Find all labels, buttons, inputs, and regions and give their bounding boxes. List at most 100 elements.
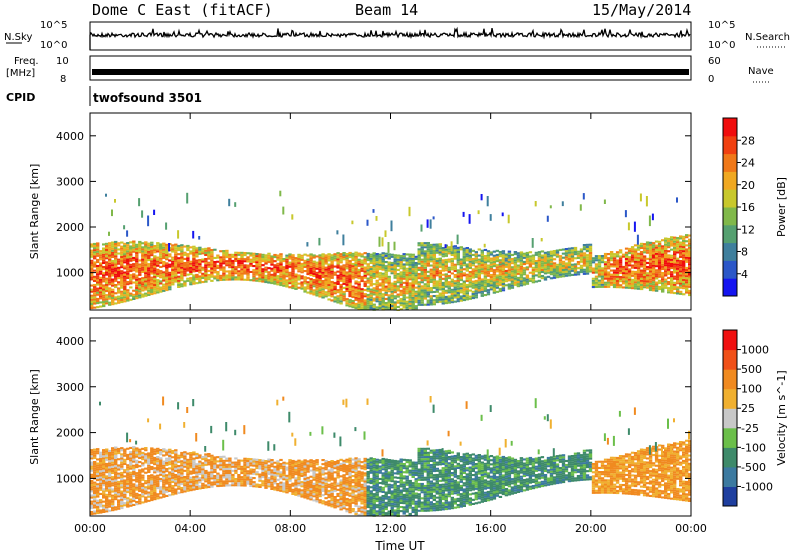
echo-cell (138, 286, 142, 289)
echo-cell (144, 455, 148, 458)
echo-cell (336, 274, 340, 277)
echo-cell (408, 255, 412, 258)
echo-cell (324, 293, 328, 296)
echo-cell (156, 470, 160, 473)
echo-cell (210, 257, 214, 260)
echo-cell (459, 266, 463, 269)
echo-cell (420, 270, 424, 273)
echo-cell (402, 265, 406, 268)
echo-cell (474, 261, 478, 264)
echo-cell (147, 242, 151, 245)
echo-cell (504, 278, 509, 281)
echo-cell (549, 256, 554, 259)
echo-cell (579, 256, 584, 259)
echo-cell (111, 278, 115, 281)
echo-cell (468, 289, 472, 292)
echo-cell (438, 274, 442, 277)
echo-cell (375, 281, 379, 284)
echo-cell (99, 482, 103, 485)
echo-cell (216, 482, 220, 485)
echo-cell (177, 465, 181, 468)
echo-cell (414, 286, 418, 289)
echo-cell (144, 243, 148, 246)
echo-cell (537, 275, 542, 278)
echo-cell (201, 281, 205, 284)
echo-cell (387, 300, 391, 303)
echo-cell (399, 275, 403, 278)
echo-cell (633, 270, 638, 273)
echo-cell (177, 491, 181, 494)
echo-cell (264, 466, 268, 469)
echo-cell (447, 274, 451, 277)
echo-cell (138, 273, 142, 276)
echo-cell (318, 283, 322, 286)
echo-cell (192, 276, 196, 279)
echo-cell (603, 273, 608, 276)
echo-cell (426, 244, 430, 247)
echo-cell (468, 262, 472, 265)
echo-cell (129, 490, 133, 493)
echo-cell (216, 478, 220, 481)
echo-cell (673, 236, 677, 239)
freq-strip-frame (89, 55, 692, 81)
echo-cell (174, 249, 178, 252)
echo-cell (270, 267, 274, 270)
echo-cell (255, 473, 259, 476)
echo-cell (438, 286, 442, 289)
echo-cell (264, 256, 268, 259)
echo-cell (645, 280, 650, 283)
echo-cell (661, 239, 665, 242)
echo-cell (420, 297, 424, 300)
echo-cell (456, 275, 460, 278)
echo-cell (456, 259, 460, 262)
echo-cell (588, 247, 593, 250)
echo-cell (600, 259, 605, 262)
echo-cell (429, 295, 433, 298)
echo-cell (258, 255, 262, 258)
echo-cell (132, 297, 136, 300)
echo-cell (648, 268, 653, 271)
echo-cell (144, 274, 148, 277)
echo-cell (117, 480, 121, 483)
echo-cell (498, 283, 503, 286)
echo-cell (393, 254, 397, 257)
echo-cell (468, 279, 472, 282)
echo-cell (168, 459, 172, 462)
echo-cell (111, 451, 115, 454)
echo-cell (135, 474, 139, 477)
echo-cell (105, 454, 109, 457)
echo-cell (123, 481, 127, 484)
echo-cell (582, 272, 587, 275)
echo-cell (108, 462, 112, 465)
echo-cell (135, 262, 139, 265)
echo-cell (111, 272, 115, 275)
echo-cell (351, 256, 355, 259)
echo-cell (342, 297, 346, 300)
echo-cell (93, 504, 97, 507)
echo-cell (609, 251, 614, 254)
echo-cell (159, 465, 163, 468)
echo-cell (327, 263, 331, 266)
echo-cell (210, 425, 213, 434)
echo-cell (522, 273, 527, 276)
echo-cell (147, 495, 151, 498)
echo-cell (519, 251, 524, 254)
echo-cell (408, 265, 412, 268)
echo-cell (90, 290, 94, 293)
echo-cell (96, 293, 100, 296)
echo-cell (354, 276, 358, 279)
echo-cell (198, 259, 202, 262)
echo-cell (588, 256, 593, 259)
echo-cell (423, 242, 427, 245)
echo-cell (627, 256, 632, 259)
echo-cell (189, 456, 193, 459)
echo-cell (603, 252, 608, 255)
echo-cell (477, 210, 480, 215)
echo-cell (582, 260, 587, 263)
echo-cell (519, 265, 524, 268)
echo-cell (126, 281, 130, 284)
echo-cell (246, 478, 250, 481)
echo-cell (495, 290, 500, 293)
echo-cell (174, 272, 178, 275)
echo-cell (390, 294, 394, 297)
